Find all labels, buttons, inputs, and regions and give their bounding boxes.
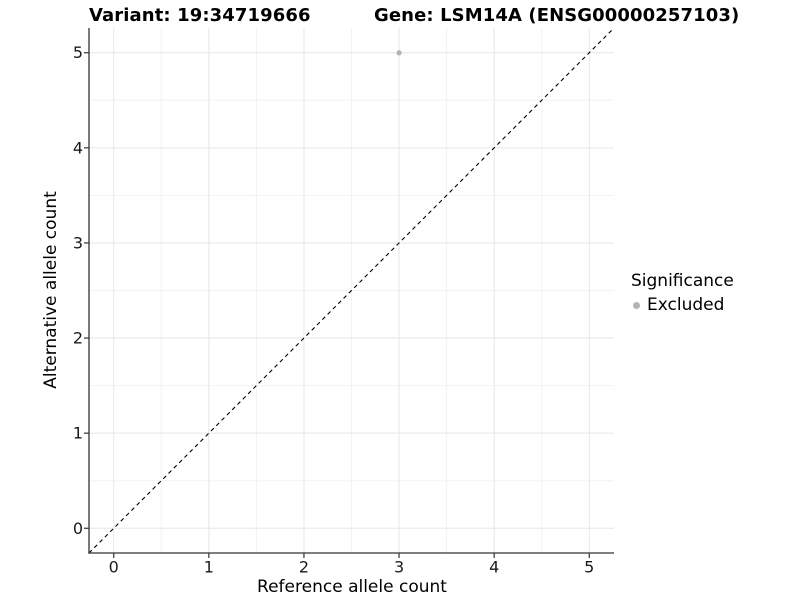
x-tick-label: 4 — [489, 558, 499, 577]
x-tick-label: 5 — [584, 558, 594, 577]
legend: Significance Excluded — [631, 271, 734, 315]
y-tick-label: 4 — [73, 138, 83, 157]
legend-item-label: Excluded — [647, 295, 725, 315]
x-tick-label: 1 — [204, 558, 214, 577]
data-point — [396, 50, 402, 56]
y-tick-label: 3 — [73, 233, 83, 252]
y-tick-label: 5 — [73, 43, 83, 62]
legend-title: Significance — [631, 271, 734, 291]
x-tick-label: 2 — [299, 558, 309, 577]
excluded-point-swatch — [633, 301, 640, 309]
identity-dashed-line — [88, 27, 615, 554]
y-tick-label: 1 — [73, 424, 83, 443]
legend-item-excluded: Excluded — [631, 295, 734, 315]
x-axis-title: Reference allele count — [257, 577, 447, 597]
x-tick-label: 3 — [394, 558, 404, 577]
y-tick-label: 2 — [73, 329, 83, 348]
y-tick-label: 0 — [73, 519, 83, 538]
x-tick-label: 0 — [109, 558, 119, 577]
plot-title-gene: Gene: LSM14A (ENSG00000257103) — [374, 5, 740, 26]
plot-title-variant: Variant: 19:34719666 — [89, 5, 311, 26]
